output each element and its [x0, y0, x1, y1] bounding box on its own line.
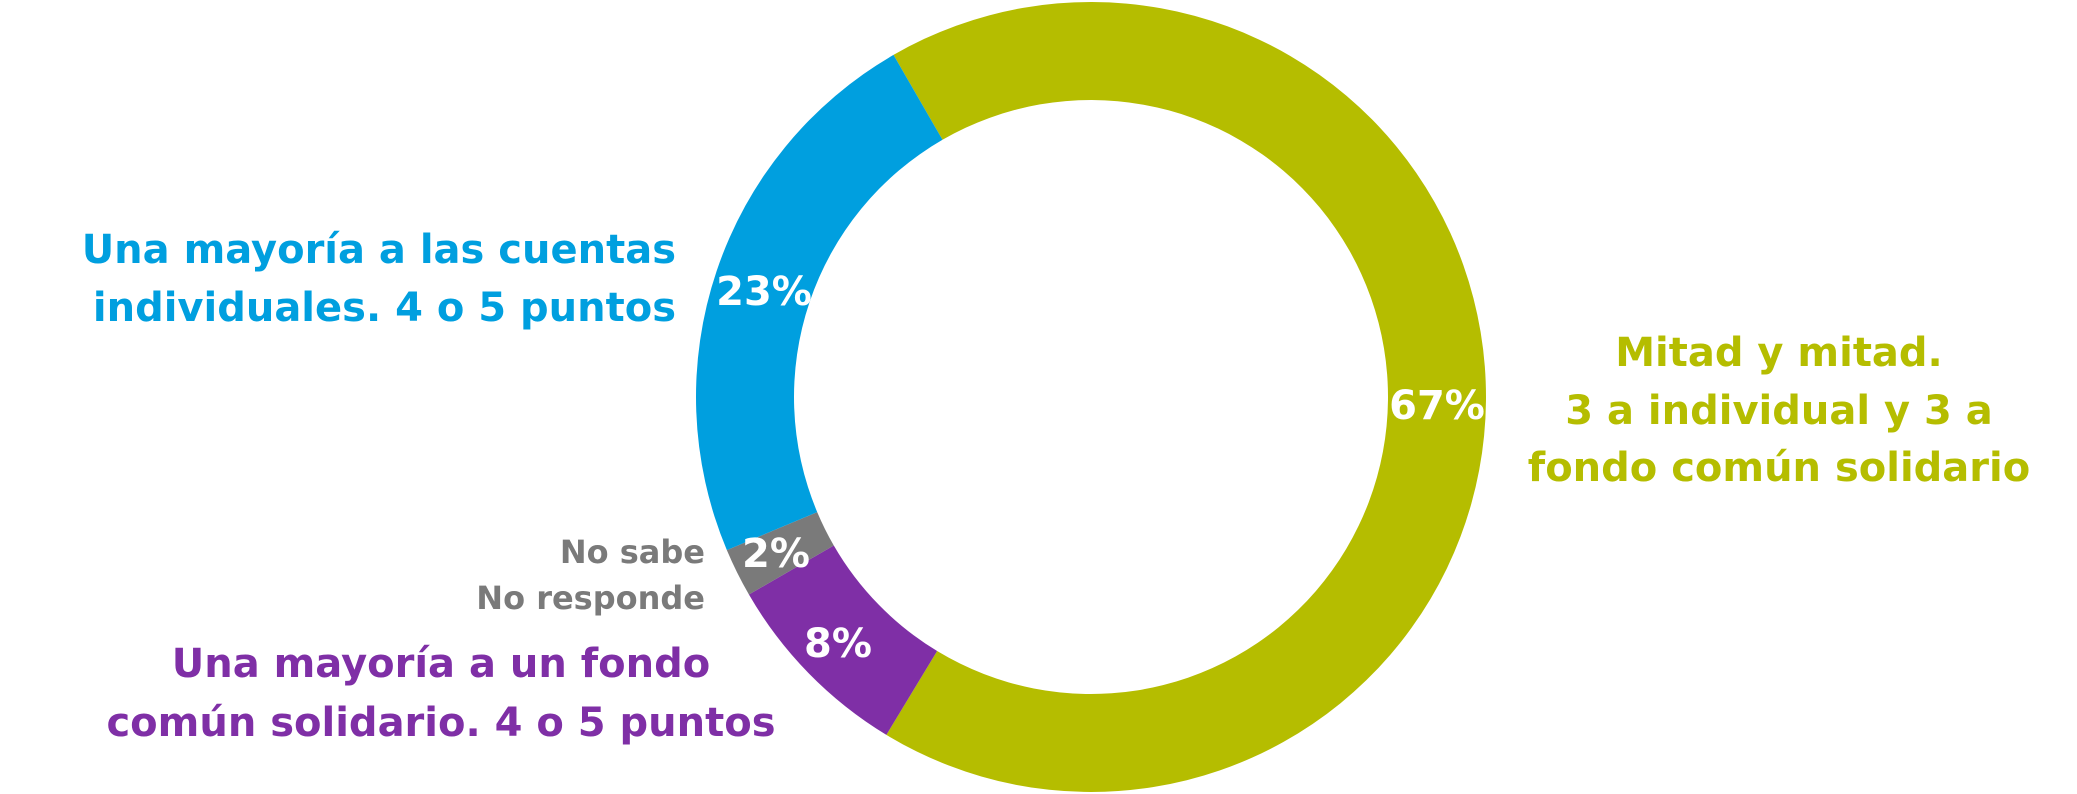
- value-label: 23%: [716, 269, 812, 315]
- category-label: común solidario. 4 o 5 puntos: [106, 700, 775, 746]
- category-label: Mitad y mitad.: [1615, 330, 1943, 376]
- category-label: fondo común solidario: [1528, 445, 2030, 491]
- category-label: individuales. 4 o 5 puntos: [93, 285, 676, 331]
- value-label: 2%: [742, 531, 810, 577]
- category-label: 3 a individual y 3 a: [1565, 388, 1992, 434]
- donut-segment: [886, 2, 1486, 792]
- value-label: 8%: [804, 621, 872, 667]
- donut-segment: [696, 54, 943, 551]
- category-label: Una mayoría a un fondo: [172, 641, 711, 687]
- value-label: 67%: [1389, 383, 1485, 429]
- category-label: Una mayoría a las cuentas: [82, 227, 676, 273]
- donut-segment: [748, 545, 938, 735]
- category-label: No responde: [476, 579, 705, 617]
- donut-segment: [726, 512, 834, 595]
- category-label: No sabe: [560, 533, 705, 571]
